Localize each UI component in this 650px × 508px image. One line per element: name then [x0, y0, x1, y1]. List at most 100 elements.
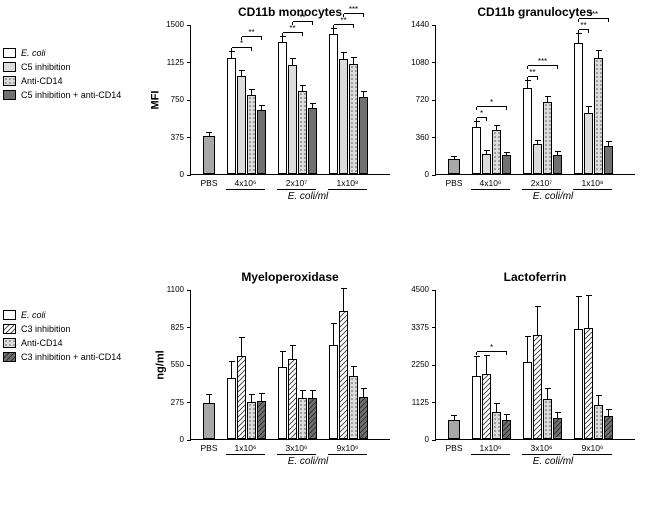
significance-drop	[486, 118, 487, 121]
x-tick-label: 3x10⁶	[519, 443, 564, 453]
y-tick-label: 720	[403, 95, 429, 104]
bar	[584, 113, 593, 174]
x-tick-label: 1x10⁶	[223, 443, 268, 453]
error-cap	[249, 394, 255, 395]
significance-label: **	[523, 68, 543, 77]
group-bracket	[277, 454, 316, 455]
y-tick	[432, 365, 436, 366]
figure: E. coliC5 inhibitionAnti-CD14C5 inhibiti…	[0, 0, 650, 508]
error-cap	[535, 306, 541, 307]
bar	[308, 108, 317, 174]
error-bar	[241, 338, 242, 356]
y-tick-label: 550	[158, 360, 184, 369]
bar	[359, 97, 368, 174]
y-tick	[187, 175, 191, 176]
y-tick-label: 375	[158, 133, 184, 142]
error-bar	[312, 391, 313, 399]
y-tick-label: 1440	[403, 20, 429, 29]
y-tick-label: 1125	[158, 58, 184, 67]
significance-label: *	[482, 343, 502, 352]
legend-swatch	[3, 352, 16, 362]
error-bar	[537, 307, 538, 335]
y-tick	[187, 402, 191, 403]
chart-title: Lactoferrin	[435, 270, 635, 284]
legend-item: C3 inhibition + anti-CD14	[3, 352, 121, 362]
bar	[553, 155, 562, 174]
error-cap	[310, 390, 316, 391]
error-bar	[302, 391, 303, 399]
x-tick-label: PBS	[442, 178, 466, 188]
error-cap	[545, 96, 551, 97]
error-cap	[290, 58, 296, 59]
bar	[574, 329, 583, 439]
bar	[339, 311, 348, 439]
significance-drop	[231, 48, 232, 51]
bar	[482, 374, 491, 439]
error-bar	[241, 71, 242, 76]
legend-top: E. coliC5 inhibitionAnti-CD14C5 inhibiti…	[3, 48, 121, 104]
legend-label: E. coli	[21, 310, 46, 320]
legend-swatch	[3, 338, 16, 348]
bar	[227, 58, 236, 174]
group-bracket	[328, 189, 367, 190]
significance-drop	[292, 22, 293, 25]
bar	[553, 418, 562, 439]
y-tick-label: 1500	[158, 20, 184, 29]
error-cap	[586, 106, 592, 107]
error-bar	[476, 122, 477, 127]
error-bar	[333, 324, 334, 344]
group-bracket	[277, 189, 316, 190]
x-tick-label: 4x10⁶	[468, 178, 513, 188]
error-cap	[341, 52, 347, 53]
x-tick-label: 9x10⁶	[325, 443, 370, 453]
y-tick	[432, 175, 436, 176]
y-tick-label: 2250	[403, 360, 429, 369]
significance-drop	[333, 25, 334, 28]
y-tick-label: 825	[158, 323, 184, 332]
bar	[237, 76, 246, 174]
x-tick-label: 4x10⁶	[223, 178, 268, 188]
error-cap	[249, 89, 255, 90]
significance-drop	[343, 14, 344, 17]
significance-drop	[537, 77, 538, 80]
error-bar	[578, 297, 579, 329]
bar	[278, 367, 287, 439]
significance-label: ***	[533, 57, 553, 66]
y-tick	[187, 62, 191, 63]
y-tick	[187, 365, 191, 366]
y-tick-label: 1080	[403, 58, 429, 67]
x-axis-label: E. coli/ml	[226, 191, 390, 202]
legend-swatch	[3, 62, 16, 72]
y-tick-label: 4500	[403, 285, 429, 294]
bar	[492, 130, 501, 174]
error-cap	[576, 33, 582, 34]
y-tick	[187, 440, 191, 441]
group-bracket	[573, 454, 612, 455]
legend-label: E. coli	[21, 48, 46, 58]
error-cap	[596, 395, 602, 396]
x-tick-label: PBS	[197, 443, 221, 453]
error-bar	[608, 142, 609, 146]
significance-drop	[476, 352, 477, 355]
bar	[472, 127, 481, 174]
error-cap	[545, 388, 551, 389]
x-tick-label: 1x10⁶	[468, 443, 513, 453]
bar	[203, 136, 215, 174]
legend-item: C5 inhibition	[3, 62, 121, 72]
legend-item: Anti-CD14	[3, 338, 121, 348]
bar	[329, 34, 338, 174]
x-tick-label: 1x10⁸	[570, 178, 615, 188]
significance-drop	[527, 66, 528, 69]
error-bar	[537, 141, 538, 144]
error-bar	[209, 133, 210, 136]
bar	[584, 328, 593, 439]
error-bar	[476, 357, 477, 375]
error-bar	[506, 153, 507, 156]
group-bracket	[226, 454, 265, 455]
error-cap	[280, 351, 286, 352]
x-tick-label: 9x10⁶	[570, 443, 615, 453]
bar	[237, 356, 246, 439]
significance-drop	[363, 14, 364, 17]
error-bar	[547, 97, 548, 102]
legend-swatch	[3, 324, 16, 334]
